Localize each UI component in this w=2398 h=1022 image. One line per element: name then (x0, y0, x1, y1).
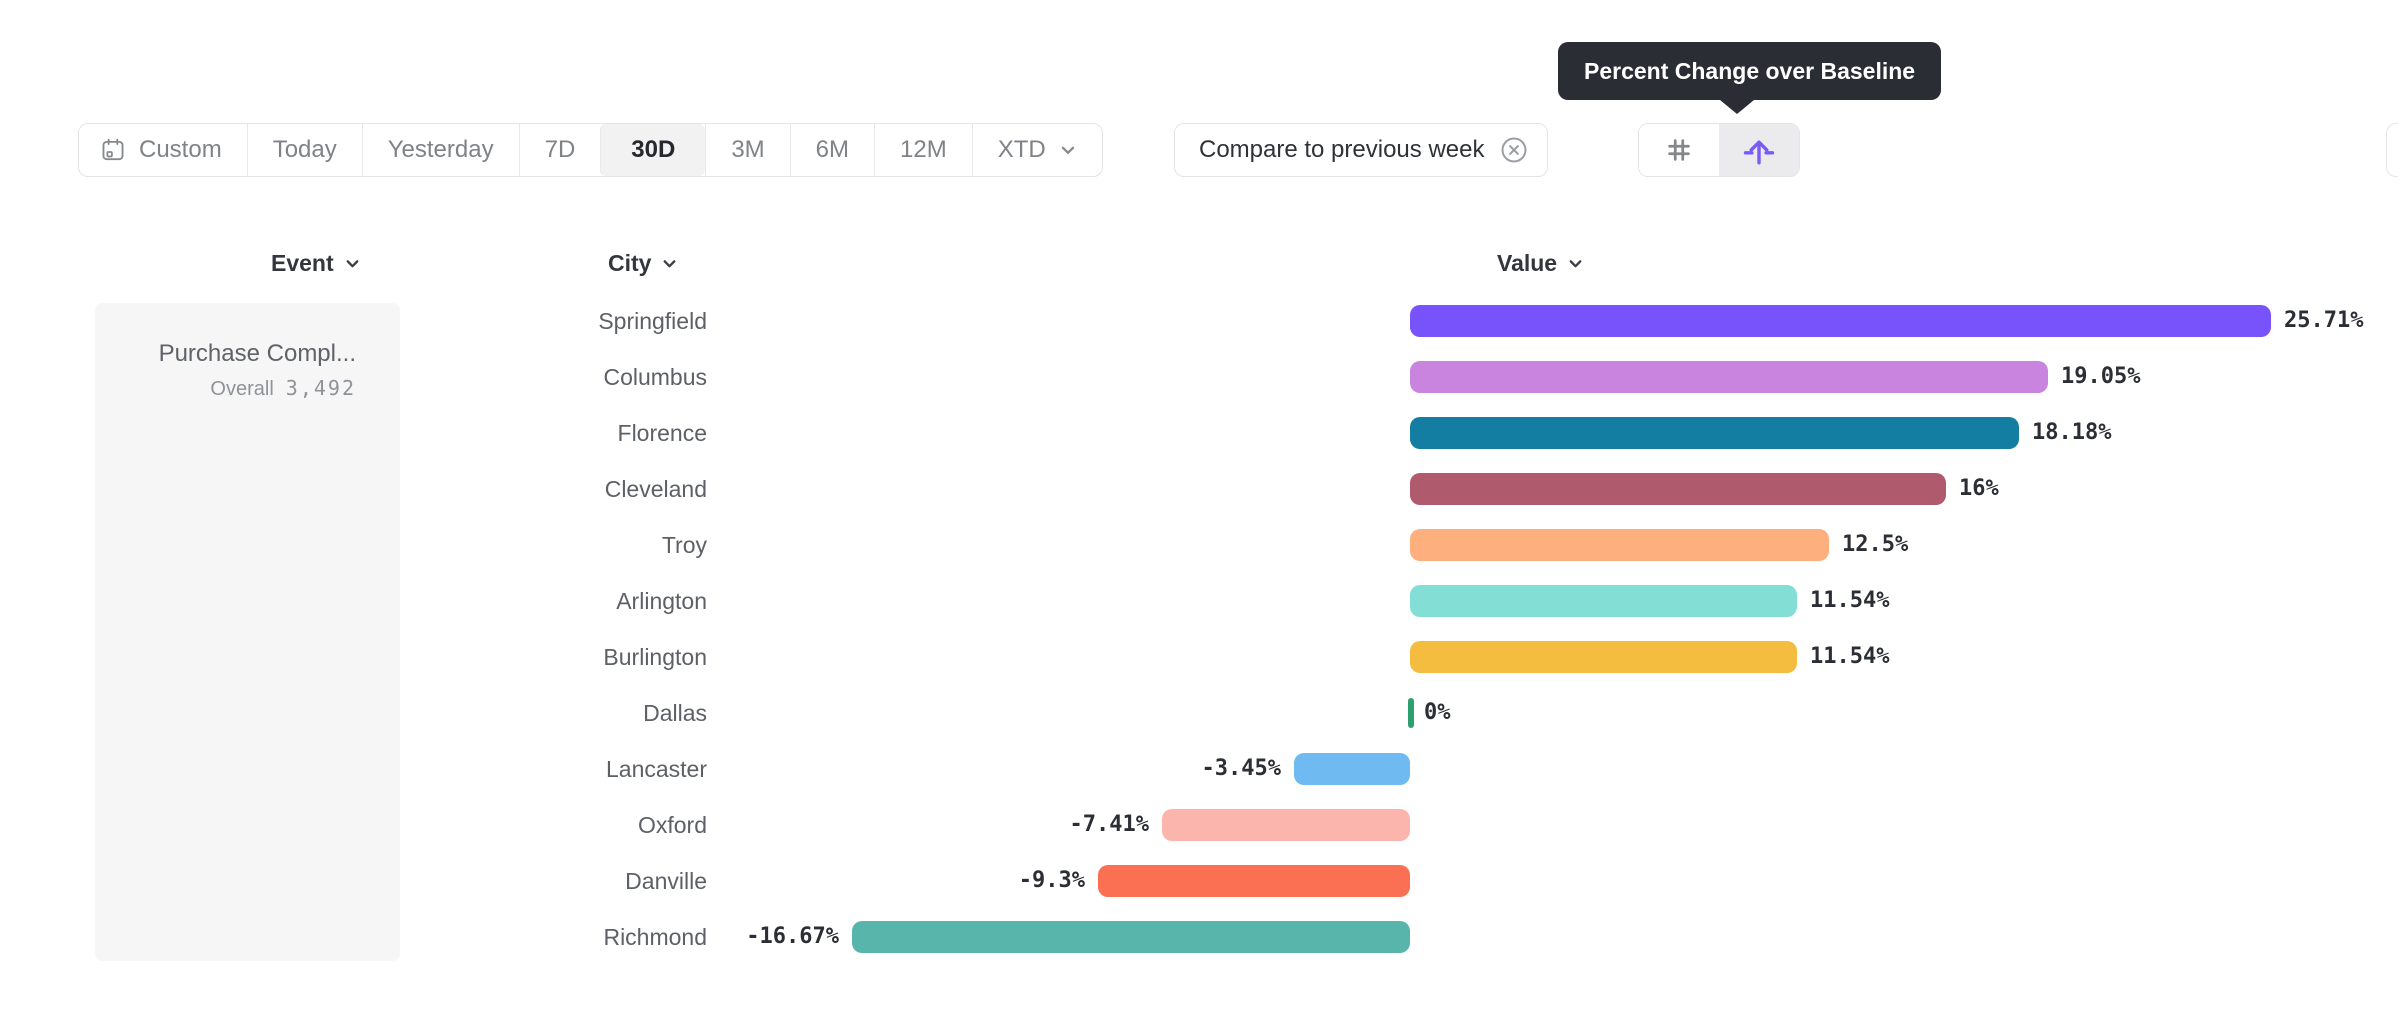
date-range-label: Today (272, 136, 337, 163)
date-range-xtd[interactable]: XTD (971, 124, 1102, 176)
event-overall-row: Overall 3,492 (159, 376, 356, 401)
tooltip: Percent Change over Baseline (1558, 42, 1942, 114)
table-row: Troy 12.5% (0, 517, 2398, 573)
city-label: Cleveland (604, 476, 707, 502)
bar-value-label: 19.05% (2061, 364, 2141, 389)
date-range-12m[interactable]: 12M (874, 124, 972, 176)
date-range-6m[interactable]: 6M (789, 124, 874, 176)
table-row: Springfield 25.71% (0, 293, 2398, 349)
view-toggle-grid[interactable] (1639, 124, 1719, 176)
date-range-today[interactable]: Today (246, 124, 362, 176)
city-label: Arlington (616, 588, 707, 614)
bar-springfield[interactable] (1410, 305, 2271, 337)
city-label: Troy (661, 532, 707, 558)
bar-lancaster[interactable] (1294, 753, 1410, 785)
date-range-7d[interactable]: 7D (518, 124, 601, 176)
grid-icon (1664, 135, 1694, 165)
date-range-custom[interactable]: Custom (79, 124, 247, 176)
bar-chart-rows: Springfield 25.71% Columbus 19.05% Florence 1… (0, 293, 2398, 965)
date-range-label: Custom (139, 136, 222, 163)
table-row: Danville -9.3% (0, 853, 2398, 909)
table-row: Lancaster -3.45% (0, 741, 2398, 797)
event-card-content: Purchase Compl... Overall 3,492 (159, 340, 356, 401)
column-header-city-label: City (608, 249, 652, 276)
x-circle-icon[interactable] (1499, 135, 1529, 165)
city-label: Burlington (603, 644, 707, 670)
compare-chip-label: Compare to previous week (1199, 136, 1485, 163)
compare-chip[interactable]: Compare to previous week (1174, 123, 1549, 177)
column-header-event-label: Event (271, 249, 334, 276)
date-range-label: 6M (815, 136, 849, 163)
column-header-value[interactable]: Value (1497, 248, 1584, 278)
date-range-label: 7D (544, 136, 576, 163)
overall-value: 3,492 (285, 376, 356, 400)
event-name: Purchase Compl... (158, 340, 356, 367)
chevron-down-icon (1059, 141, 1077, 159)
bar-value-label: -16.67% (746, 924, 839, 949)
table-row: Columbus 19.05% (0, 349, 2398, 405)
date-range-label: 12M (900, 136, 947, 163)
bar-value-label: -3.45% (1201, 756, 1281, 781)
date-range-label: XTD (997, 136, 1046, 163)
bar-value-label: 18.18% (2032, 420, 2112, 445)
city-label: Oxford (637, 812, 707, 838)
date-range-label: Yesterday (387, 136, 494, 163)
date-range-selector: Custom Today Yesterday 7D 30D 3M 6M 12M XTD (78, 123, 1103, 177)
bar-value-label: -9.3% (1018, 868, 1085, 893)
bar-value-label: 12.5% (1842, 532, 1909, 557)
table-row: Florence 18.18% (0, 405, 2398, 461)
table-row: Dallas 0% (0, 685, 2398, 741)
city-label: Dallas (643, 700, 707, 726)
bar-value-label: -7.41% (1069, 812, 1149, 837)
date-range-30d[interactable]: 30D (600, 124, 706, 176)
bar-danville[interactable] (1098, 865, 1410, 897)
bar-florence[interactable] (1410, 417, 2019, 449)
view-toggle-lift[interactable] (1719, 124, 1799, 176)
bar-burlington[interactable] (1410, 641, 1797, 673)
table-row: Cleveland 16% (0, 461, 2398, 517)
tooltip-arrow (1720, 100, 1754, 114)
city-label: Lancaster (605, 756, 707, 782)
bar-columbus[interactable] (1410, 361, 2048, 393)
event-card[interactable]: Purchase Compl... Overall 3,492 (95, 303, 400, 961)
column-header-city[interactable]: City (608, 248, 678, 278)
date-range-label: 3M (731, 136, 765, 163)
bar-value-label: 0% (1424, 700, 1451, 725)
city-label: Springfield (598, 308, 707, 334)
bar-value-label: 16% (1959, 476, 1999, 501)
city-label: Florence (617, 420, 707, 446)
date-range-label: 30D (631, 136, 676, 163)
clipped-button-fragment[interactable] (2386, 123, 2398, 177)
table-row: Burlington 11.54% (0, 629, 2398, 685)
column-header-event[interactable]: Event (271, 248, 361, 278)
chevron-down-icon (661, 255, 678, 272)
city-label: Richmond (603, 924, 707, 950)
bar-troy[interactable] (1410, 529, 1829, 561)
bar-dallas[interactable] (1408, 698, 1414, 728)
city-label: Danville (625, 868, 707, 894)
bar-value-label: 25.71% (2284, 308, 2364, 333)
table-row: Arlington 11.54% (0, 573, 2398, 629)
date-range-3m[interactable]: 3M (705, 124, 789, 176)
bar-cleveland[interactable] (1410, 473, 1946, 505)
view-mode-toggle (1638, 123, 1800, 177)
date-range-yesterday[interactable]: Yesterday (361, 124, 519, 176)
chevron-down-icon (344, 255, 361, 272)
overall-label: Overall (210, 378, 274, 400)
table-row: Oxford -7.41% (0, 797, 2398, 853)
lift-icon (1742, 133, 1776, 167)
tooltip-text: Percent Change over Baseline (1584, 58, 1916, 84)
table-row: Richmond -16.67% (0, 909, 2398, 965)
bar-oxford[interactable] (1162, 809, 1410, 841)
calendar-icon (100, 137, 126, 163)
bar-arlington[interactable] (1410, 585, 1797, 617)
bar-value-label: 11.54% (1810, 588, 1890, 613)
bar-value-label: 11.54% (1810, 644, 1890, 669)
city-label: Columbus (603, 364, 707, 390)
column-header-value-label: Value (1497, 249, 1558, 276)
bar-richmond[interactable] (852, 921, 1410, 953)
chevron-down-icon (1567, 255, 1584, 272)
